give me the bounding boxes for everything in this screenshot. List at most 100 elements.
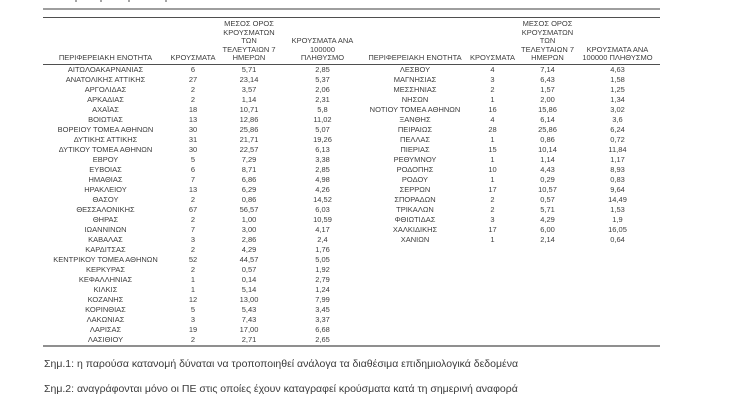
- col-header-region-right: ΠΕΡΙΦΕΡΕΙΑΚΗ ΕΝΟΤΗΤΑ: [365, 18, 465, 65]
- cell: [465, 285, 520, 295]
- cell: [520, 305, 575, 315]
- cell: 4,29: [241, 244, 257, 254]
- cell: 14,49: [608, 194, 627, 204]
- cell: 10,57: [538, 184, 557, 194]
- cell: 13: [188, 184, 198, 194]
- cell: 4: [490, 64, 495, 74]
- cell: 0,14: [241, 274, 257, 284]
- cell: 2: [490, 194, 495, 204]
- cell: 7: [190, 174, 196, 184]
- cell: 0,86: [540, 134, 555, 144]
- cell: [575, 275, 660, 285]
- table-row: ΑΝΑΤΟΛΙΚΗΣ ΑΤΤΙΚΗΣ 27 23,14 5,37 ΜΑΓΝΗΣΙΑΣ 3 6…: [43, 75, 660, 85]
- cell: 1: [490, 154, 495, 164]
- cell: 12: [188, 294, 198, 304]
- cell: 7,29: [241, 154, 257, 164]
- cell: 1,17: [610, 154, 625, 164]
- cell: 17: [488, 224, 497, 234]
- cell: [575, 305, 660, 315]
- col-header-per100k-left: ΚΡΟΥΣΜΑΤΑ ΑΝΑ 100000 ΠΛΗΘΥΣΜΟ: [280, 18, 365, 65]
- table-row: ΑΡΓΟΛΙΔΑΣ 2 3,57 2,06 ΜΕΣΣΗΝΙΑΣ 2 1,57 1,25: [43, 85, 660, 95]
- cell: 10,14: [538, 144, 557, 154]
- table-row: ΙΩΑΝΝΙΝΩΝ 7 3,00 4,17 ΧΑΛΚΙΔΙΚΗΣ 17 6,00 16,05: [43, 225, 660, 235]
- cell: 6,00: [540, 224, 555, 234]
- cell: 6,24: [610, 124, 625, 134]
- cell: ΝΟΤΙΟΥ ΤΟΜΕΑ ΑΘΗΝΩΝ: [369, 104, 461, 114]
- cell: ΚΟΡΙΝΘΙΑΣ: [85, 304, 126, 314]
- cell: [465, 335, 520, 346]
- cell: ΡΟΔΟΠΗΣ: [396, 164, 434, 174]
- cell: 2,06: [315, 84, 330, 94]
- cell: 2: [190, 94, 196, 104]
- footnote-2: Σημ.2: αναγράφονται μόνο οι ΠΕ στις οποί…: [44, 383, 518, 395]
- cell: ΡΟΔΟΥ: [401, 174, 429, 184]
- cell: [465, 325, 520, 335]
- cell: 3,37: [315, 314, 330, 324]
- cell: 2: [190, 194, 196, 204]
- cell: [575, 325, 660, 335]
- cell: 4,63: [610, 64, 625, 74]
- cell: [520, 285, 575, 295]
- cell: 2,4: [317, 234, 328, 244]
- cell: 2: [190, 334, 196, 344]
- cell: 44,57: [239, 254, 259, 264]
- cell: ΚΑΒΑΛΑΣ: [88, 234, 123, 244]
- cell: 7,14: [540, 64, 555, 74]
- col-header-cases-left: ΚΡΟΥΣΜΑΤΑ: [168, 18, 218, 65]
- cell: ΛΑΡΙΣΑΣ: [89, 324, 122, 334]
- cell: [575, 265, 660, 275]
- cell: ΙΩΑΝΝΙΝΩΝ: [84, 224, 127, 234]
- cell: 4,26: [315, 184, 330, 194]
- cell: 10,59: [313, 214, 332, 224]
- table-row: ΕΒΡΟΥ 5 7,29 3,38 ΡΕΘΥΜΝΟΥ 1 1,14 1,17: [43, 155, 660, 165]
- cell: 7,99: [315, 294, 330, 304]
- cell: 17: [488, 184, 497, 194]
- cell: 6: [190, 64, 196, 74]
- cell: 8,93: [610, 164, 625, 174]
- cell: 18: [188, 104, 198, 114]
- cell: [365, 265, 465, 275]
- cell: [465, 265, 520, 275]
- cell: [465, 255, 520, 265]
- cell: 3,00: [241, 224, 257, 234]
- cell: 2,00: [540, 94, 555, 104]
- cell: 6,29: [241, 184, 257, 194]
- cell: 21,71: [239, 134, 259, 144]
- table-row: ΛΑΣΙΘΙΟΥ 2 2,71 2,65: [43, 335, 660, 346]
- cell: 3,02: [610, 104, 625, 114]
- cell: 4,43: [540, 164, 555, 174]
- cell: ΜΑΓΝΗΣΙΑΣ: [393, 74, 437, 84]
- cell: ΛΑΚΩΝΙΑΣ: [86, 314, 125, 324]
- cell: 7: [190, 224, 196, 234]
- cell: 5: [190, 304, 196, 314]
- cell: [365, 275, 465, 285]
- cell: 1: [490, 174, 495, 184]
- cell: [520, 295, 575, 305]
- cell: 28: [488, 124, 497, 134]
- cell: [365, 255, 465, 265]
- cell: ΡΕΘΥΜΝΟΥ: [393, 154, 437, 164]
- cell: 7,43: [241, 314, 257, 324]
- cell: 0,64: [610, 234, 625, 244]
- cell: 4,98: [315, 174, 330, 184]
- table-row: ΛΑΚΩΝΙΑΣ 3 7,43 3,37: [43, 315, 660, 325]
- cell: 52: [188, 254, 198, 264]
- cell: 2: [490, 204, 495, 214]
- cell: 2,31: [315, 94, 330, 104]
- cell: [365, 335, 465, 346]
- table-row: ΚΕΦΑΛΛΗΝΙΑΣ 1 0,14 2,79: [43, 275, 660, 285]
- cell: 15,86: [538, 104, 557, 114]
- cell: 1,14: [241, 94, 257, 104]
- cell: 1,92: [315, 264, 330, 274]
- cell: ΑΡΓΟΛΙΔΑΣ: [84, 84, 127, 94]
- table-row: ΑΙΤΩΛΟΑΚΑΡΝΑΝΙΑΣ 6 5,71 2,85 ΛΕΣΒΟΥ 4 7,14 4,63: [43, 64, 660, 75]
- cell: ΠΕΙΡΑΙΩΣ: [397, 124, 433, 134]
- table-row: ΔΥΤΙΚΟΥ ΤΟΜΕΑ ΑΘΗΝΩΝ 30 22,57 6,13 ΠΙΕΡΙΑΣ 15…: [43, 145, 660, 155]
- cell: 19,26: [313, 134, 332, 144]
- cell: 1,14: [540, 154, 555, 164]
- cell: 22,57: [239, 144, 259, 154]
- cell: [520, 245, 575, 255]
- table-row: ΚΙΛΚΙΣ 1 5,14 1,24: [43, 285, 660, 295]
- cell: ΛΕΣΒΟΥ: [399, 64, 431, 74]
- col-header-cases-right: ΚΡΟΥΣΜΑΤΑ: [465, 18, 520, 65]
